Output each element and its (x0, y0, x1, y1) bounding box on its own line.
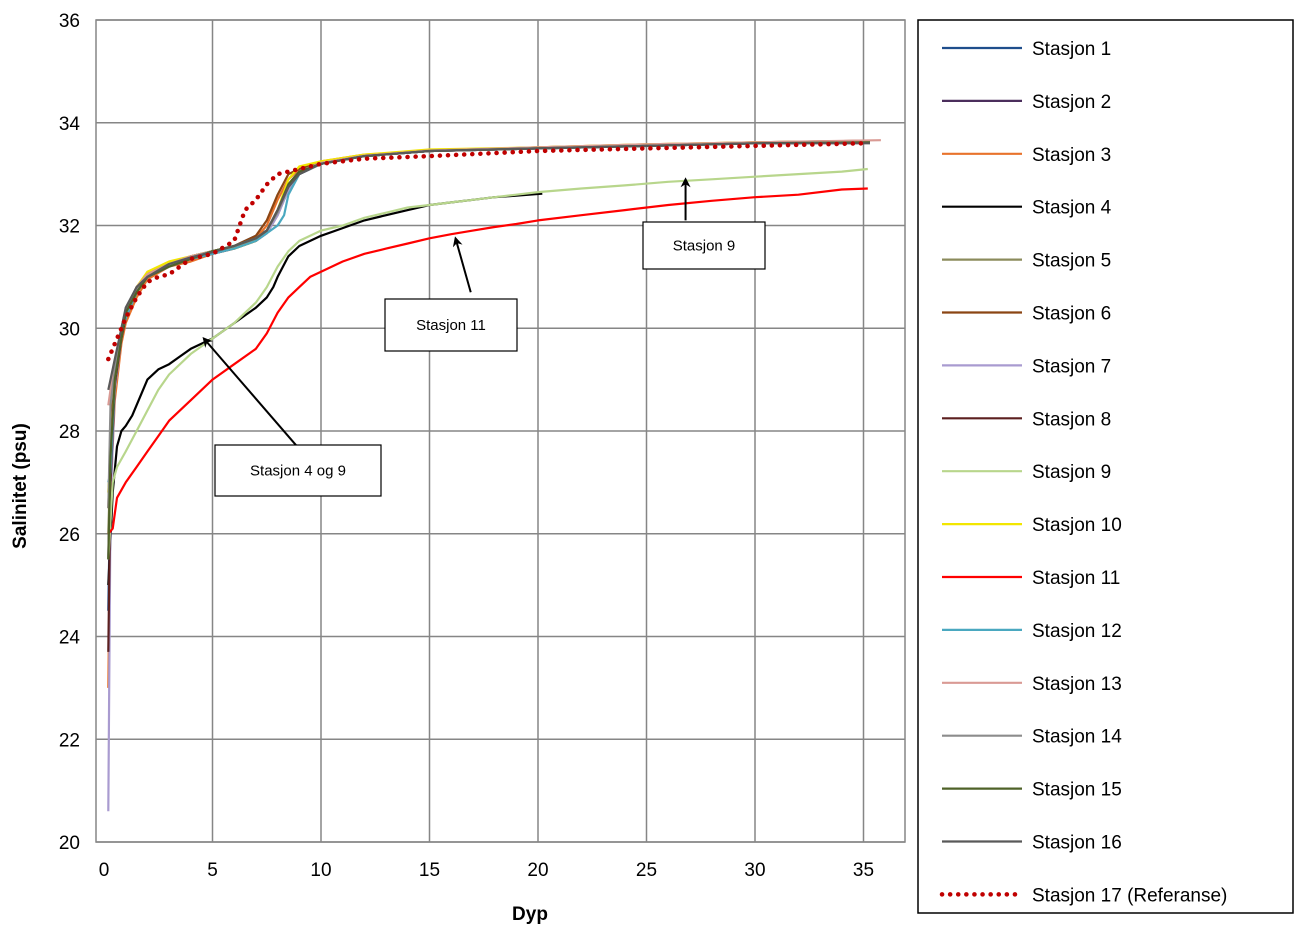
legend-label: Stasjon 6 (1032, 304, 1111, 325)
legend-label: Stasjon 5 (1032, 251, 1111, 272)
series-line-11 (107, 187, 868, 535)
y-tick-label: 22 (59, 730, 80, 751)
legend-label: Stasjon 13 (1032, 674, 1122, 695)
legend-label: Stasjon 4 (1032, 198, 1112, 219)
annotation-label: Stasjon 11 (416, 317, 486, 334)
y-axis-title: Salinitet (psu) (10, 423, 31, 549)
annotation-arrow (452, 236, 472, 293)
legend-label: Stasjon 16 (1032, 833, 1122, 854)
legend-label: Stasjon 7 (1032, 356, 1111, 377)
x-tick-label: 10 (310, 860, 331, 881)
y-tick-label: 26 (59, 525, 80, 546)
legend-label: Stasjon 2 (1032, 92, 1111, 113)
series-line-17 (106, 141, 866, 362)
y-tick-label: 32 (59, 217, 80, 238)
annotation-label: Stasjon 9 (673, 238, 736, 255)
legend-box (917, 19, 1294, 914)
legend: Stasjon 1 Stasjon 2 Stasjon 3 Stasjon 4 Stas… (939, 39, 1227, 906)
y-tick-label: 36 (59, 11, 80, 32)
tick-labels: 20 22 24 26 28 30 32 34 36 0 5 10 15 20 25 30 35 (59, 11, 874, 881)
annotation-box (642, 221, 766, 270)
series-line-16 (107, 142, 870, 391)
series-line-4 (107, 192, 543, 586)
plot-series (106, 139, 881, 812)
legend-label: Stasjon 11 (1032, 568, 1120, 589)
x-tick-label: 5 (207, 860, 218, 881)
legend-label: Stasjon 1 (1032, 39, 1111, 60)
annotation-arrow (202, 337, 298, 448)
y-tick-label: 34 (59, 114, 81, 135)
x-tick-label: 20 (527, 860, 548, 881)
y-tick-label: 20 (59, 833, 80, 854)
series-line-13 (107, 139, 881, 406)
legend-label: Stasjon 8 (1032, 409, 1111, 430)
y-tick-label: 30 (59, 319, 80, 340)
x-tick-label: 15 (419, 860, 440, 881)
legend-label: Stasjon 10 (1032, 515, 1122, 536)
annotations: Stasjon 9 Stasjon 11 Stasjon 4 og 9 (202, 177, 766, 497)
plot-area-frame (95, 19, 906, 843)
legend-label: Stasjon 15 (1032, 780, 1122, 801)
series-line-9 (107, 167, 868, 560)
x-tick-label: 35 (853, 860, 874, 881)
annotation-box (384, 298, 518, 352)
legend-label: Stasjon 12 (1032, 621, 1122, 642)
x-tick-label: 30 (744, 860, 765, 881)
y-tick-label: 24 (59, 628, 81, 649)
x-tick-label: 0 (99, 860, 110, 881)
legend-label: Stasjon 3 (1032, 145, 1111, 166)
x-tick-label: 25 (636, 860, 657, 881)
annotation-box (214, 444, 382, 497)
y-tick-label: 28 (59, 422, 80, 443)
x-axis-title: Dyp (512, 904, 548, 925)
legend-label: Stasjon 17 (Referanse) (1032, 885, 1227, 906)
legend-label: Stasjon 9 (1032, 462, 1111, 483)
annotation-label: Stasjon 4 og 9 (250, 463, 346, 480)
legend-label: Stasjon 14 (1032, 727, 1122, 748)
